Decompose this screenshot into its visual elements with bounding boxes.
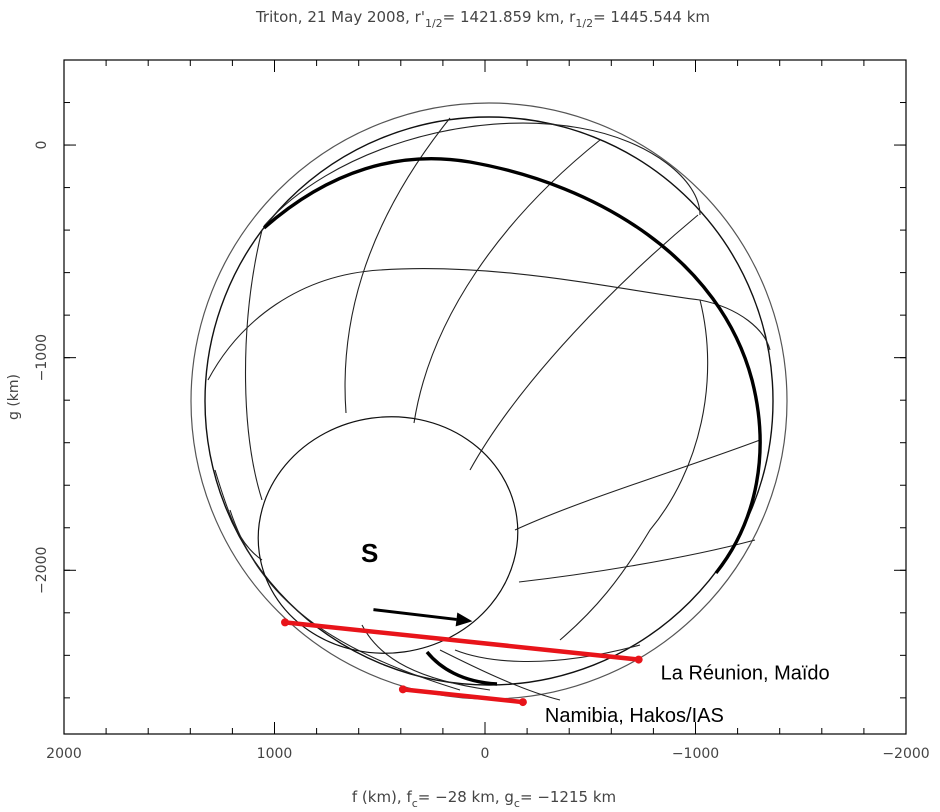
xlabel-sub1: c bbox=[412, 797, 418, 810]
y-tick-label: −2000 bbox=[34, 547, 50, 594]
chart-title: Triton, 21 May 2008, r'1/2= 1421.859 km,… bbox=[255, 8, 710, 30]
chord-line bbox=[282, 620, 641, 662]
plot-frame bbox=[63, 59, 907, 735]
arrow-head bbox=[455, 612, 473, 627]
x-tick-label: −1000 bbox=[672, 746, 719, 762]
title-suffix: = 1445.544 km bbox=[593, 8, 710, 26]
x-tick-label: −2000 bbox=[882, 746, 929, 762]
y-axis-label: g (km) bbox=[6, 374, 22, 420]
terminator-arc bbox=[262, 156, 762, 575]
lat-lon-grid bbox=[207, 117, 771, 701]
arrow-shaft bbox=[373, 608, 457, 621]
y-tick-label: 0 bbox=[34, 141, 50, 150]
y-tick-label: −1000 bbox=[34, 334, 50, 381]
xlabel-mid: = −28 km, g bbox=[418, 788, 514, 806]
chord-start-point bbox=[281, 618, 290, 627]
chord-start-point bbox=[398, 685, 407, 694]
terminator-arc-lower bbox=[425, 650, 498, 686]
motion-arrow bbox=[373, 608, 473, 627]
pole-label: S bbox=[361, 538, 378, 568]
chord-end-point bbox=[518, 698, 527, 707]
chord-end-point bbox=[634, 655, 643, 664]
xlabel-suffix: = −1215 km bbox=[520, 788, 616, 806]
inner-limb bbox=[204, 116, 774, 686]
title-sub1: 1/2 bbox=[425, 17, 443, 30]
chord-line bbox=[400, 687, 526, 705]
xlabel-sub2: c bbox=[514, 797, 520, 810]
chord-label: La Réunion, Maïdo bbox=[661, 663, 830, 685]
y-axis-ticks: 0 −1000 −2000 bbox=[34, 59, 906, 699]
south-polar-cap bbox=[257, 416, 519, 654]
title-prefix: Triton, 21 May 2008, r' bbox=[255, 8, 425, 26]
title-sub2: 1/2 bbox=[575, 17, 593, 30]
x-axis-label: f (km), fc= −28 km, gc= −1215 km bbox=[352, 788, 616, 810]
chords-layer: La Réunion, Maïdo Namibia, Hakos/IAS bbox=[281, 618, 830, 727]
triton-disk bbox=[190, 102, 788, 701]
x-tick-label: 0 bbox=[481, 746, 490, 762]
x-axis-ticks: 2000 1000 0 −1000 −2000 bbox=[46, 60, 930, 762]
outer-limb bbox=[190, 102, 788, 700]
title-mid: = 1421.859 km, r bbox=[443, 8, 577, 26]
chord-label: Namibia, Hakos/IAS bbox=[545, 705, 724, 727]
xlabel-prefix: f (km), f bbox=[352, 788, 413, 806]
x-tick-label: 1000 bbox=[257, 746, 293, 762]
x-tick-label: 2000 bbox=[46, 746, 82, 762]
